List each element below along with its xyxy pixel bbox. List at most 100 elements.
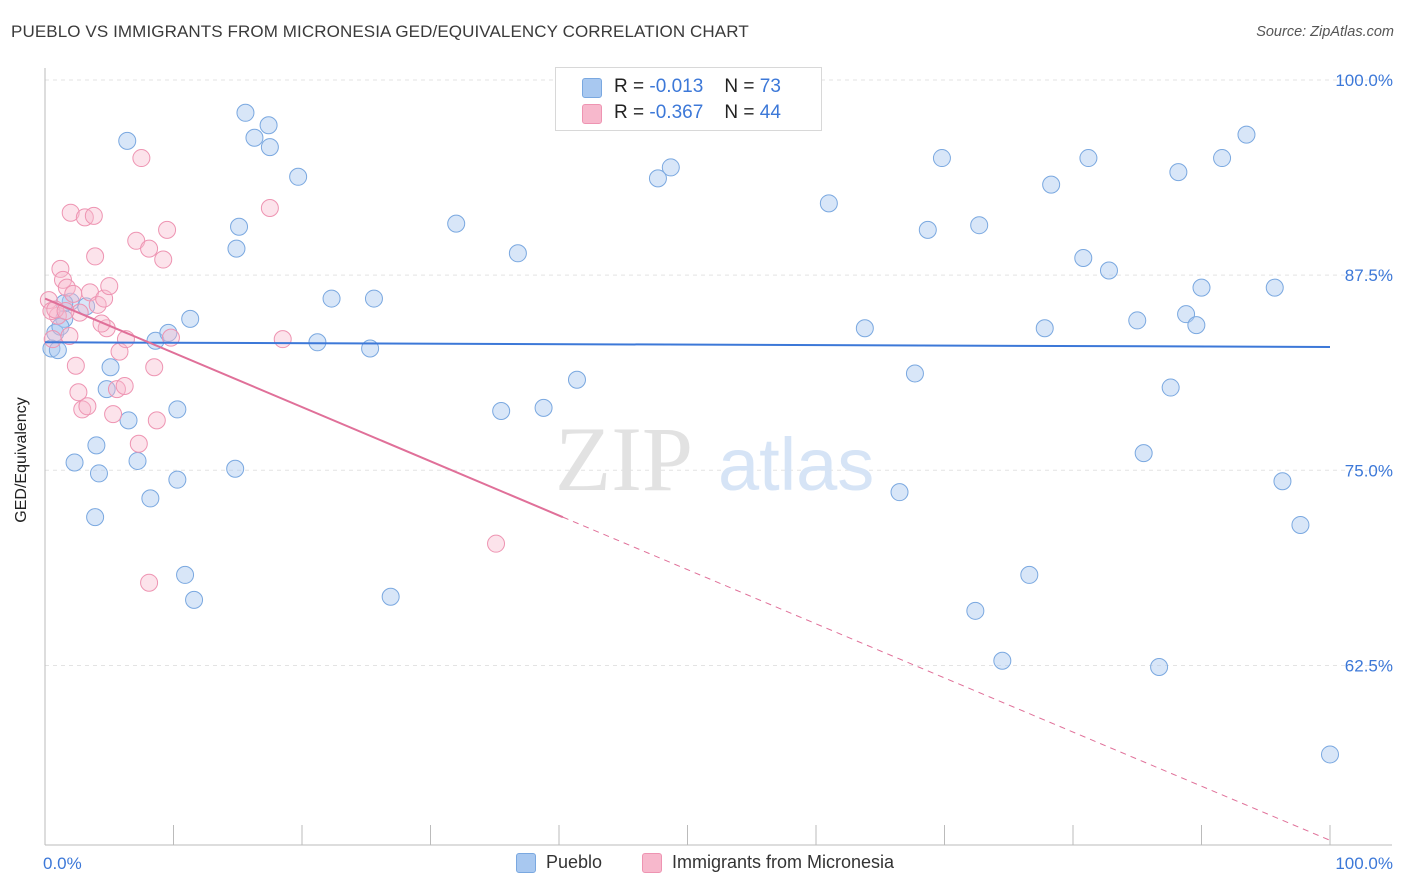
pueblo-point xyxy=(168,400,187,419)
micronesia-point xyxy=(115,377,134,395)
pueblo-point xyxy=(447,214,466,233)
pueblo-point xyxy=(101,358,120,377)
pueblo-point xyxy=(918,220,937,239)
pueblo-point xyxy=(89,464,108,483)
pueblo-point xyxy=(227,239,246,258)
pueblo-point xyxy=(1321,745,1339,764)
watermark-zip: ZIP xyxy=(555,408,693,510)
bottom-legend-swatch-micronesia xyxy=(642,852,662,873)
pueblo-point xyxy=(1150,658,1169,677)
pueblo-point xyxy=(1237,125,1256,144)
pueblo-point xyxy=(1213,149,1232,168)
pueblo-point xyxy=(236,103,255,122)
pueblo-point xyxy=(492,401,511,420)
micronesia-point xyxy=(140,573,159,592)
pueblo-point xyxy=(322,289,341,308)
legend-n-label: N = xyxy=(724,102,755,123)
tick-labels: 62.5% 75.0% 87.5% 100.0% 0.0% 100.0% xyxy=(43,71,1393,873)
pueblo-point xyxy=(1035,319,1054,338)
micronesia-point xyxy=(104,405,123,424)
legend-n-label: N = xyxy=(724,76,755,97)
micronesia-point xyxy=(100,277,119,296)
bottom-legend-swatch-pueblo xyxy=(516,852,536,873)
pueblo-point xyxy=(855,319,874,338)
legend-swatch-micronesia xyxy=(582,104,602,124)
y-axis-label: GED/Equivalency xyxy=(13,397,30,523)
pueblo-point xyxy=(1099,261,1118,280)
pueblo-point xyxy=(1020,565,1039,584)
pueblo-point xyxy=(567,370,586,389)
micronesia-point xyxy=(145,358,164,377)
legend-n-value: 73 xyxy=(759,76,781,97)
pueblo-point xyxy=(534,398,553,417)
micronesia-point xyxy=(60,327,79,346)
pueblo-point xyxy=(932,149,951,168)
pueblo-point xyxy=(1079,149,1098,168)
series-micronesia xyxy=(39,149,506,592)
pueblo-point xyxy=(1169,163,1188,182)
bottom-legend-label-pueblo: Pueblo xyxy=(546,852,603,872)
pueblo-point xyxy=(86,508,105,527)
x-tick-label: 0.0% xyxy=(43,854,82,873)
micronesia-point xyxy=(154,250,173,269)
pueblo-point xyxy=(289,167,308,186)
source-label: Source: ZipAtlas.com xyxy=(1256,24,1394,40)
micronesia-point xyxy=(147,411,166,430)
pueblo-point xyxy=(128,451,147,470)
micronesia-point xyxy=(61,203,80,222)
legend-r-label: R = xyxy=(614,102,645,123)
pueblo-trend-line xyxy=(44,341,1331,348)
y-tick-label: 100.0% xyxy=(1335,71,1393,90)
micronesia-point xyxy=(78,397,97,416)
pueblo-point xyxy=(260,138,279,157)
pueblo-point xyxy=(648,169,667,188)
pueblo-point xyxy=(181,309,200,328)
micronesia-point xyxy=(129,434,148,453)
pueblo-point xyxy=(1134,444,1153,463)
micronesia-point xyxy=(64,284,83,303)
pueblo-point xyxy=(97,380,116,399)
pueblo-point xyxy=(226,459,245,478)
micronesia-point xyxy=(140,239,159,258)
bottom-legend-pueblo: Pueblo xyxy=(516,852,602,873)
stats-legend: R = -0.013 N = 73 R = -0.367 N = 44 xyxy=(555,67,822,131)
pueblo-point xyxy=(381,587,400,606)
micronesia-point xyxy=(132,149,151,168)
pueblo-point xyxy=(1042,175,1061,194)
pueblo-point xyxy=(905,364,924,383)
pueblo-point xyxy=(1265,278,1284,297)
micronesia-trend-extension xyxy=(562,516,1331,841)
pueblo-point xyxy=(245,128,264,147)
pueblo-point xyxy=(364,289,383,308)
pueblo-point xyxy=(890,483,909,502)
pueblo-point xyxy=(661,158,680,177)
pueblo-point xyxy=(168,470,187,489)
pueblo-point xyxy=(230,217,249,236)
pueblo-point xyxy=(966,601,985,620)
micronesia-point xyxy=(66,356,85,375)
chart-title: PUEBLO VS IMMIGRANTS FROM MICRONESIA GED… xyxy=(11,22,749,41)
pueblo-point xyxy=(1187,316,1206,335)
legend-r-label: R = xyxy=(614,76,645,97)
micronesia-point xyxy=(75,208,94,227)
bottom-legend-label-micronesia: Immigrants from Micronesia xyxy=(672,852,895,872)
pueblo-point xyxy=(1273,472,1292,491)
pueblo-point xyxy=(970,216,989,235)
gridlines xyxy=(45,79,1392,666)
pueblo-point xyxy=(176,565,195,584)
bottom-legend-micronesia: Immigrants from Micronesia xyxy=(642,852,894,873)
pueblo-point xyxy=(1291,515,1310,534)
pueblo-point xyxy=(259,116,278,135)
micronesia-point xyxy=(84,206,103,225)
pueblo-point xyxy=(159,323,178,342)
legend-swatch-pueblo xyxy=(582,78,602,98)
y-tick-label: 62.5% xyxy=(1345,656,1393,675)
pueblo-point xyxy=(119,411,138,430)
watermark: ZIP atlas xyxy=(555,408,874,510)
micronesia-point xyxy=(86,247,105,266)
pueblo-point xyxy=(1074,248,1093,267)
pueblo-point xyxy=(819,194,838,213)
pueblo-point xyxy=(1161,378,1180,397)
legend-r-value: -0.367 xyxy=(649,102,704,123)
